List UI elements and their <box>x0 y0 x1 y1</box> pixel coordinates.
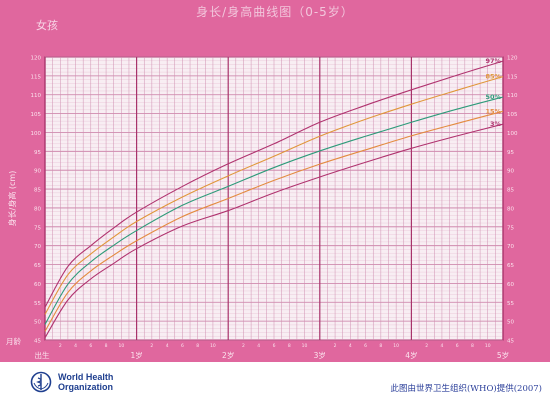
x-month-tick: 4 <box>166 343 169 349</box>
x-month-tick: 6 <box>181 343 184 349</box>
x-month-tick: 8 <box>379 343 382 349</box>
x-month-tick: 4 <box>440 343 443 349</box>
y-tick-label-left: 60 <box>34 282 41 288</box>
curve-50pct <box>44 96 504 325</box>
who-emblem-icon <box>30 371 52 393</box>
x-month-tick: 2 <box>59 343 62 349</box>
x-year-label: 1岁 <box>130 350 142 360</box>
who-name-line1: World Health <box>58 372 114 382</box>
curve-label-97pct: 97% <box>485 57 501 65</box>
x-year-label: 5岁 <box>497 350 509 360</box>
x-year-label: 4岁 <box>405 350 417 360</box>
y-tick-label-left: 120 <box>31 56 42 62</box>
y-tick-label-left: 115 <box>31 74 42 80</box>
x-month-tick: 10 <box>393 343 399 349</box>
y-tick-label-right: 115 <box>507 74 518 80</box>
curve-3pct <box>44 123 504 339</box>
y-tick-label-left: 110 <box>31 93 42 99</box>
y-tick-label-left: 105 <box>31 112 42 118</box>
x-month-tick: 6 <box>364 343 367 349</box>
y-tick-label-right: 55 <box>507 301 514 307</box>
growth-chart: 45 45 50 50 55 55 60 60 65 65 70 70 75 75 80 80 85 85 90 90… <box>6 56 518 361</box>
y-tick-label-right: 70 <box>507 244 514 250</box>
x-month-tick: 8 <box>471 343 474 349</box>
page-title: 身长/身高曲线图（0-5岁） <box>196 5 354 19</box>
curve-label-3pct: 3% <box>490 120 502 128</box>
x-year-label: 出生 <box>35 350 50 360</box>
curve-85pct <box>44 76 504 315</box>
x-month-tick: 10 <box>118 343 124 349</box>
x-axis-label: 月龄 <box>6 336 21 346</box>
curve-97pct <box>44 60 504 308</box>
x-month-tick: 6 <box>89 343 92 349</box>
x-year-label: 3岁 <box>314 350 326 360</box>
y-tick-label-left: 85 <box>34 188 41 194</box>
y-tick-label-right: 60 <box>507 282 514 288</box>
who-branding: World Health Organization <box>30 371 113 393</box>
x-month-tick: 2 <box>425 343 428 349</box>
y-tick-label-right: 50 <box>507 320 514 326</box>
x-month-tick: 10 <box>485 343 491 349</box>
y-tick-label-left: 50 <box>34 320 41 326</box>
credit-text: 此图由世界卫生组织(WHO)提供(2007) <box>390 384 542 394</box>
x-month-tick: 6 <box>456 343 459 349</box>
y-tick-label-right: 110 <box>507 93 518 99</box>
x-month-tick: 8 <box>196 343 199 349</box>
x-month-tick: 4 <box>349 343 352 349</box>
y-tick-label-left: 70 <box>34 244 41 250</box>
x-month-tick: 2 <box>150 343 153 349</box>
y-tick-label-right: 105 <box>507 112 518 118</box>
y-tick-label-right: 90 <box>507 169 514 175</box>
y-tick-label-left: 55 <box>34 301 41 307</box>
x-month-tick: 2 <box>242 343 245 349</box>
y-tick-label-left: 65 <box>34 263 41 269</box>
y-tick-label-left: 100 <box>31 131 42 137</box>
x-month-tick: 10 <box>210 343 216 349</box>
y-tick-label-left: 45 <box>34 339 41 345</box>
x-month-tick: 8 <box>105 343 108 349</box>
y-tick-label-right: 95 <box>507 150 514 156</box>
y-tick-label-right: 100 <box>507 131 518 137</box>
y-tick-label-right: 45 <box>507 339 514 345</box>
curve-label-50pct: 50% <box>485 93 501 101</box>
x-month-tick: 4 <box>74 343 77 349</box>
y-tick-label-left: 90 <box>34 169 41 175</box>
x-month-tick: 10 <box>302 343 308 349</box>
curve-label-15pct: 15% <box>485 107 501 115</box>
y-tick-label-left: 95 <box>34 150 41 156</box>
curve-15pct <box>44 110 504 332</box>
y-tick-label-left: 75 <box>34 225 41 231</box>
x-month-tick: 4 <box>257 343 260 349</box>
y-tick-label-right: 120 <box>507 56 518 62</box>
x-month-tick: 6 <box>273 343 276 349</box>
sex-label: 女孩 <box>36 19 58 32</box>
y-tick-label-right: 85 <box>507 188 514 194</box>
who-name-line2: Organization <box>58 382 114 392</box>
y-tick-label-right: 80 <box>507 206 514 212</box>
x-year-label: 2岁 <box>222 350 234 360</box>
y-tick-label-right: 75 <box>507 225 514 231</box>
y-tick-label-left: 80 <box>34 206 41 212</box>
y-tick-label-right: 65 <box>507 263 514 269</box>
x-month-tick: 8 <box>288 343 291 349</box>
y-axis-label: 身长/身高 (cm) <box>7 171 17 227</box>
x-month-tick: 2 <box>334 343 337 349</box>
curve-label-85pct: 85% <box>485 73 501 81</box>
